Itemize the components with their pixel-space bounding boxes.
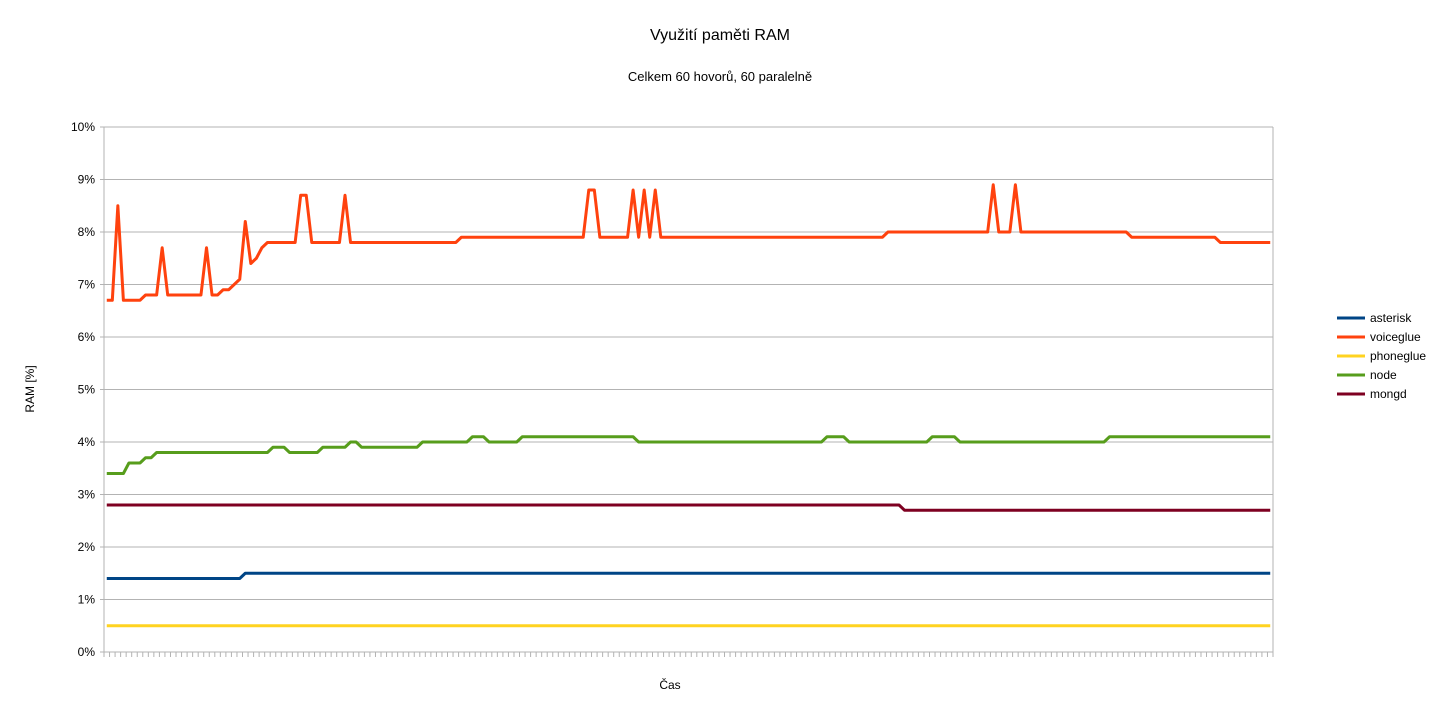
y-tick-label: 5% xyxy=(78,383,96,397)
y-tick-label: 4% xyxy=(78,435,96,449)
y-tick-label: 1% xyxy=(78,593,96,607)
y-axis-label: RAM [%] xyxy=(23,365,37,412)
legend-label-voiceglue: voiceglue xyxy=(1370,330,1421,344)
chart-subtitle: Celkem 60 hovorů, 60 paralelně xyxy=(628,69,812,84)
y-tick-label: 8% xyxy=(78,225,96,239)
legend-label-phoneglue: phoneglue xyxy=(1370,349,1426,363)
legend-label-node: node xyxy=(1370,368,1397,382)
y-tick-label: 3% xyxy=(78,488,96,502)
y-tick-label: 7% xyxy=(78,278,96,292)
series-lines xyxy=(106,183,1271,628)
series-line-node xyxy=(106,435,1271,475)
y-tick-label: 10% xyxy=(71,120,95,134)
series-line-mongd xyxy=(106,503,1271,512)
legend-label-mongd: mongd xyxy=(1370,387,1407,401)
series-line-voiceglue xyxy=(106,183,1271,302)
y-tick-label: 6% xyxy=(78,330,96,344)
legend-label-asterisk: asterisk xyxy=(1370,311,1412,325)
series-line-asterisk xyxy=(106,571,1271,580)
plot-frame xyxy=(103,127,1274,653)
chart-title: Využití paměti RAM xyxy=(650,27,790,44)
y-axis-ticks: 0% 1% 2% 3% 4% 5% 6% 7% 8% 9% 10% xyxy=(71,120,104,659)
gridlines xyxy=(104,126,1273,600)
y-tick-label: 0% xyxy=(78,645,96,659)
y-tick-label: 2% xyxy=(78,540,96,554)
x-axis-ticks xyxy=(103,652,1274,657)
y-tick-label: 9% xyxy=(78,173,96,187)
legend: asterisk voiceglue phoneglue node mongd xyxy=(1337,311,1426,401)
x-axis-label: Čas xyxy=(659,677,680,692)
